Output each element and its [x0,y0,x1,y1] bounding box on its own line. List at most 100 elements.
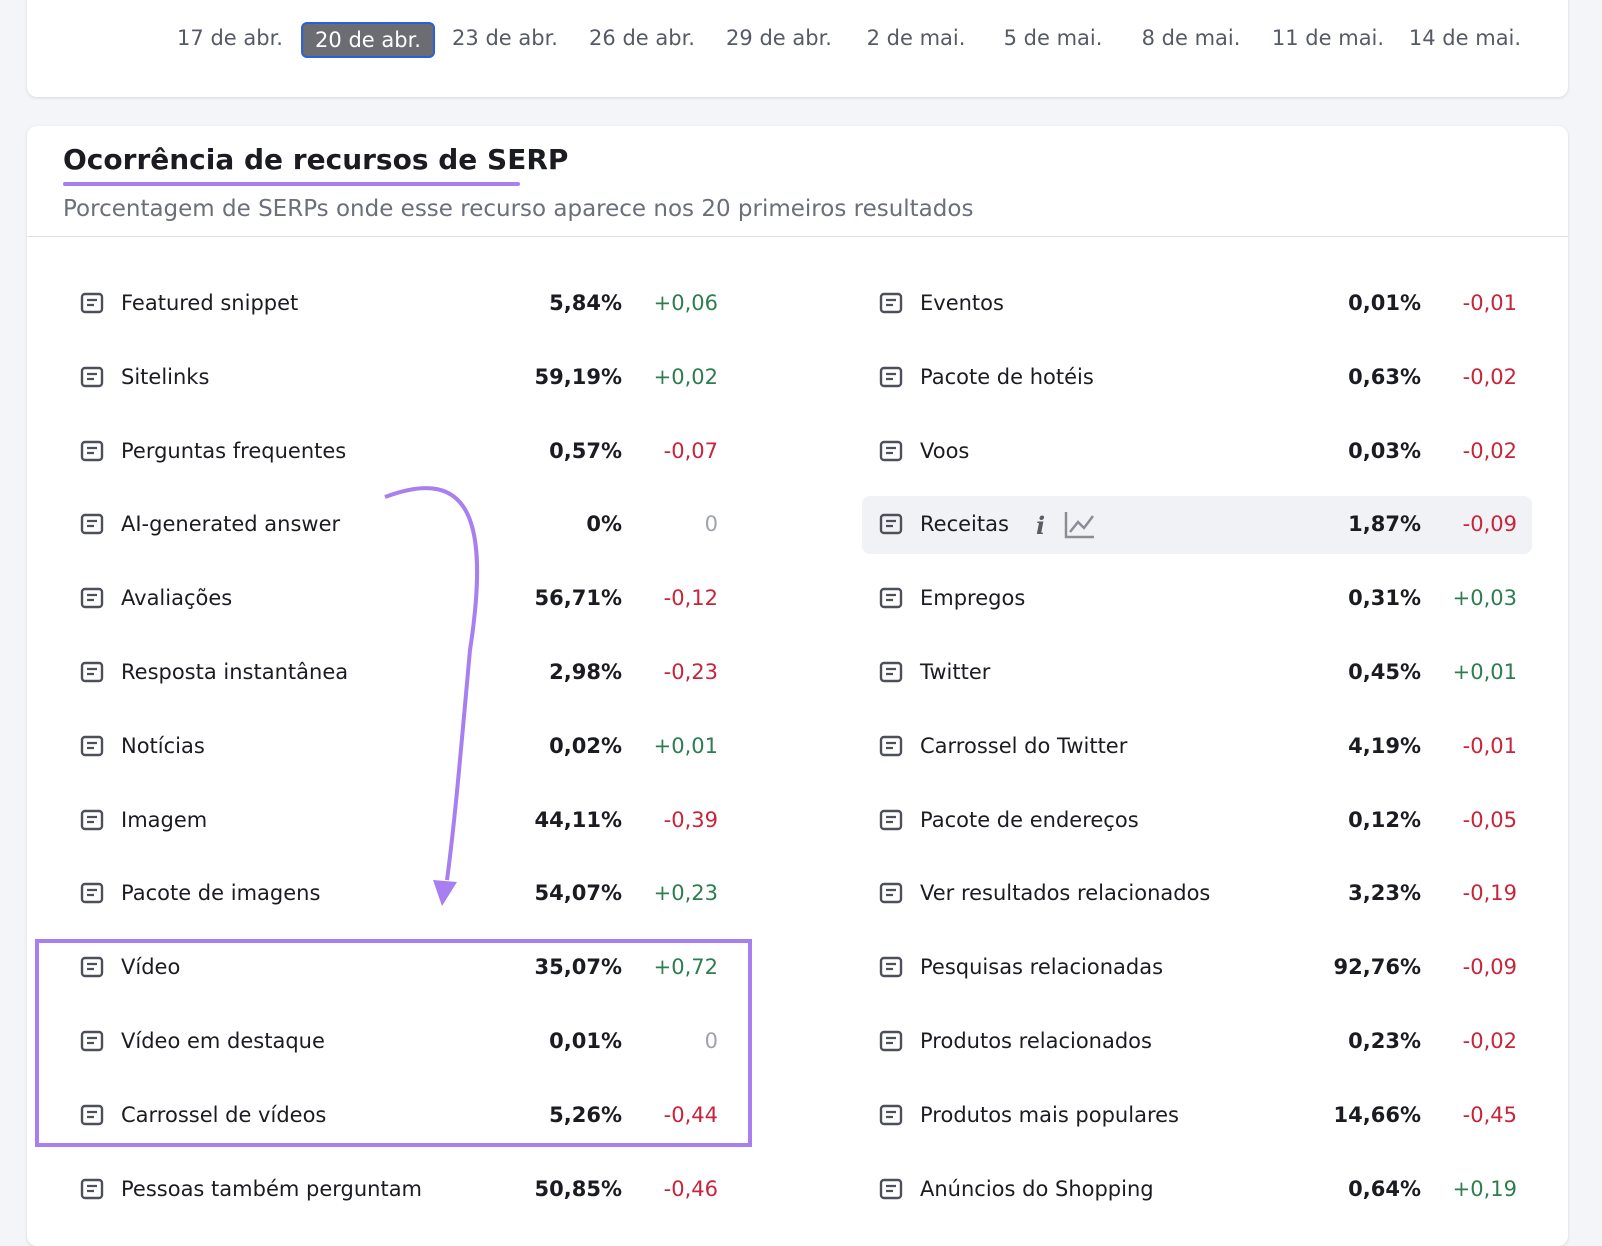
feature-value: 44,11% [534,807,622,832]
feature-label: Pacote de imagens [121,881,321,906]
feature-value: 0,45% [1348,660,1421,684]
feature-change: +0,19 [1452,1176,1517,1201]
feature-value: 0,31% [1348,586,1421,611]
feature-label: Anúncios do Shopping [920,1176,1154,1201]
date-tab[interactable]: 8 de mai. [1141,26,1241,50]
date-tab[interactable]: 20 de abr. [301,22,435,58]
feature-value: 0,01% [549,1029,622,1053]
feature-label: Produtos mais populares [920,1102,1179,1127]
date-tab[interactable]: 26 de abr. [589,26,695,50]
feature-change: 0 [704,512,718,537]
feature-label: Featured snippet [121,291,299,315]
feature-change: -0,23 [663,660,718,684]
feature-change: +0,06 [653,291,718,315]
feature-change: -0,46 [663,1176,718,1201]
date-tab[interactable]: 5 de mai. [1003,26,1103,50]
feature-label: Notícias [121,733,205,758]
date-tab[interactable]: 29 de abr. [726,26,832,50]
date-tab[interactable]: 14 de mai. [1408,26,1522,50]
date-tab[interactable]: 23 de abr. [452,26,558,50]
feature-value: 0,23% [1348,1029,1421,1053]
feature-change: -0,01 [1462,733,1517,758]
feature-change: -0,19 [1462,881,1517,906]
feature-value: 0,02% [549,733,622,758]
svg-text:i: i [1036,511,1045,540]
feature-value: 59,19% [534,364,622,389]
feature-label: Vídeo em destaque [121,1029,325,1053]
row-highlight [862,496,1532,554]
feature-label: Ver resultados relacionados [920,881,1211,906]
row-icon [80,292,104,314]
feature-label: Perguntas frequentes [121,438,347,463]
feature-value: 0,63% [1348,364,1421,389]
feature-value: 14,66% [1333,1102,1421,1127]
feature-value: 1,87% [1348,512,1421,537]
feature-change: 0 [704,1029,718,1053]
highlight-box [35,939,752,1147]
feature-label: Produtos relacionados [920,1029,1152,1053]
feature-label: Resposta instantânea [121,660,349,684]
feature-value: 54,07% [534,881,622,906]
date-tab[interactable]: 17 de abr. [177,26,283,50]
row-icon [80,956,104,978]
feature-value: 50,85% [534,1176,622,1201]
row-icon [80,1178,104,1199]
feature-value: 0,01% [1348,291,1421,315]
feature-label: Pacote de hotéis [920,364,1094,389]
feature-change: -0,01 [1462,291,1517,315]
feature-label: AI-generated answer [121,512,341,537]
feature-value: 5,84% [549,291,622,315]
feature-value: 0% [586,512,622,537]
row-icon [80,1030,104,1052]
row-icon [80,1104,104,1125]
row-icon [879,661,903,683]
feature-change: -0,39 [663,807,718,832]
feature-value: 0,64% [1348,1176,1421,1201]
annotation-arrow [384,486,480,881]
feature-label: Pessoas também perguntam [121,1176,423,1201]
row-icon [80,735,104,756]
feature-label: Vídeo [121,955,181,980]
arrow-head [433,880,457,906]
receitas-tools: i [1036,511,1094,540]
feature-label: Twitter [920,660,991,684]
feature-label: Imagem [121,807,208,832]
feature-value: 2,98% [549,660,622,684]
feature-label: Eventos [920,291,1004,315]
feature-label: Receitas [920,512,1009,537]
row-icon [80,883,104,904]
feature-label: Empregos [920,586,1026,611]
row-icon [879,1104,903,1125]
section-subtitle: Porcentagem de SERPs onde esse recurso a… [63,196,974,222]
feature-label: Carrossel do Twitter [920,733,1128,758]
date-tab[interactable]: 11 de mai. [1271,26,1385,50]
feature-value: 0,03% [1348,438,1421,463]
feature-change: +0,02 [653,364,718,389]
feature-value: 92,76% [1333,955,1421,980]
row-icon [80,366,104,387]
row-icon [879,366,903,387]
feature-value: 56,71% [534,586,622,611]
feature-change: -0,02 [1462,438,1517,463]
date-card [27,0,1568,97]
feature-value: 5,26% [549,1102,622,1127]
feature-change: -0,44 [663,1102,718,1127]
row-icon [879,809,903,830]
feature-label: Voos [920,438,970,463]
serp-card [27,126,1568,1246]
feature-change: -0,05 [1462,807,1517,832]
row-icon [879,1178,903,1199]
row-icon [879,735,903,756]
feature-value: 35,07% [534,955,622,980]
date-tab[interactable]: 2 de mai. [866,26,966,50]
feature-label: Carrossel de vídeos [121,1102,327,1127]
feature-label: Pacote de endereços [920,807,1139,832]
feature-change: -0,09 [1462,955,1517,980]
row-icon [879,292,903,314]
row-icon [879,587,903,609]
feature-label: Avaliações [121,586,233,611]
title-underline [63,182,520,186]
feature-label: Pesquisas relacionadas [920,955,1164,980]
feature-change: -0,09 [1462,512,1517,537]
feature-change: -0,02 [1462,364,1517,389]
